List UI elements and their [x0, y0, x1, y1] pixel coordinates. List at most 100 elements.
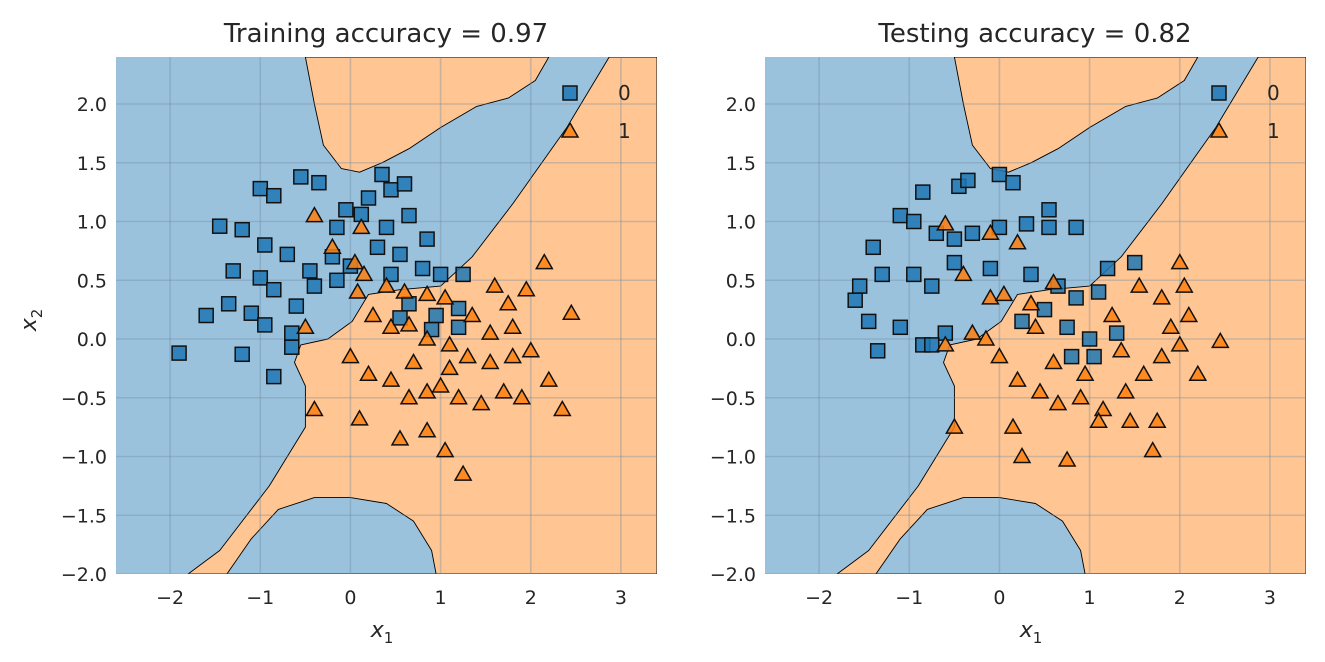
x-tick-label: 1 [435, 587, 447, 609]
point-class-0 [982, 260, 999, 277]
point-class-1 [1089, 411, 1108, 429]
point-class-1 [1129, 276, 1149, 293]
point-class-0 [906, 213, 922, 230]
point-class-1 [440, 335, 459, 352]
point-class-0 [401, 207, 417, 224]
point-class-1 [352, 217, 371, 235]
point-class-1 [1170, 335, 1190, 352]
point-class-1 [449, 388, 468, 405]
point-class-1 [471, 394, 491, 411]
point-class-1 [435, 288, 455, 305]
point-class-0 [257, 237, 273, 253]
legend: 0 1 [1209, 81, 1280, 143]
point-class-1 [377, 276, 396, 293]
point-class-1 [1143, 441, 1162, 458]
x-tick-label: 0 [993, 587, 1005, 609]
y-tick-label: 2.0 [726, 94, 756, 116]
point-class-1 [399, 315, 419, 332]
x-tick-label: 1 [1084, 587, 1096, 609]
decision-regions [836, 57, 1306, 574]
legend-label-class-1: 1 [618, 119, 631, 143]
point-class-0 [266, 187, 282, 204]
point-class-1 [1075, 364, 1095, 382]
point-class-1 [1071, 388, 1090, 405]
point-class-1 [1179, 305, 1199, 323]
point-class-0 [946, 254, 963, 271]
region-class-1 [953, 57, 1199, 173]
point-class-1 [1026, 317, 1045, 335]
point-class-0 [1108, 325, 1125, 341]
y-tick-label: −2.0 [710, 564, 756, 586]
point-class-1 [503, 347, 522, 364]
point-class-1 [1093, 399, 1113, 417]
point-class-1 [981, 223, 1000, 241]
x-axis-label: x1 [1019, 618, 1043, 647]
point-class-0 [234, 221, 250, 238]
point-class-0 [869, 343, 886, 359]
point-class-1 [359, 364, 378, 382]
x-tick-label: −1 [895, 587, 923, 609]
point-class-0 [946, 231, 963, 247]
point-class-0 [252, 180, 269, 197]
point-class-0 [392, 246, 408, 263]
y-tick-label: −1.0 [61, 447, 107, 469]
plot-area [765, 57, 1306, 574]
point-class-1 [945, 417, 964, 434]
point-class-1 [1008, 370, 1027, 387]
point-class-0 [851, 278, 868, 294]
legend-label-class-0: 0 [618, 81, 631, 105]
point-class-1 [1161, 317, 1181, 335]
point-class-0 [964, 225, 981, 242]
region-class-0 [226, 497, 437, 574]
point-class-1 [1170, 253, 1190, 270]
x-tick-label: 2 [1174, 587, 1186, 609]
point-class-0 [455, 266, 471, 283]
point-class-0 [1099, 260, 1116, 277]
point-class-1 [404, 352, 423, 370]
point-class-1 [1030, 382, 1050, 399]
point-class-0 [396, 176, 413, 192]
y-tick-label: 0.0 [77, 329, 107, 351]
chart-train: Training accuracy = 0.97 −2 −1 0 1 2 3 −2.0 −1… [17, 19, 657, 647]
point-class-0 [329, 272, 345, 289]
point-class-0 [171, 345, 187, 361]
point-class-1 [440, 358, 459, 376]
point-class-0 [392, 310, 408, 326]
region-class-1 [304, 57, 550, 173]
plot-area [116, 57, 657, 574]
point-class-1 [1003, 417, 1023, 434]
point-class-1 [305, 206, 324, 223]
point-class-0 [374, 166, 390, 183]
point-class-1 [480, 352, 500, 370]
x-tick-label: 3 [615, 587, 627, 609]
point-class-0 [1005, 174, 1021, 191]
point-class-1 [1188, 364, 1208, 382]
point-class-1 [399, 388, 419, 405]
point-class-0 [1023, 266, 1039, 283]
point-class-0 [360, 190, 377, 206]
point-class-1 [363, 305, 383, 323]
point-class-1 [512, 388, 532, 405]
point-class-1 [954, 264, 973, 282]
point-class-0 [338, 202, 354, 218]
point-class-1 [390, 429, 410, 446]
point-class-0 [1126, 254, 1143, 271]
point-class-1 [1102, 305, 1122, 323]
y-tick-label: −1.5 [710, 505, 756, 527]
point-class-1 [521, 341, 541, 358]
y-tick-label: −1.5 [61, 505, 107, 527]
point-class-1 [354, 264, 374, 282]
y-axis-label: x2 [17, 309, 46, 333]
point-class-0 [266, 281, 282, 298]
point-class-1 [1116, 382, 1135, 399]
point-class-1 [990, 347, 1009, 364]
point-class-0 [288, 298, 305, 314]
point-class-1 [1012, 446, 1032, 464]
point-class-0 [293, 169, 309, 185]
point-class-1 [1120, 411, 1140, 429]
point-class-0 [311, 174, 327, 191]
legend-marker-class-1 [1209, 121, 1229, 138]
x-tick-label: 2 [525, 587, 537, 609]
point-class-0 [211, 218, 228, 234]
legend-marker-class-0 [1211, 85, 1227, 101]
